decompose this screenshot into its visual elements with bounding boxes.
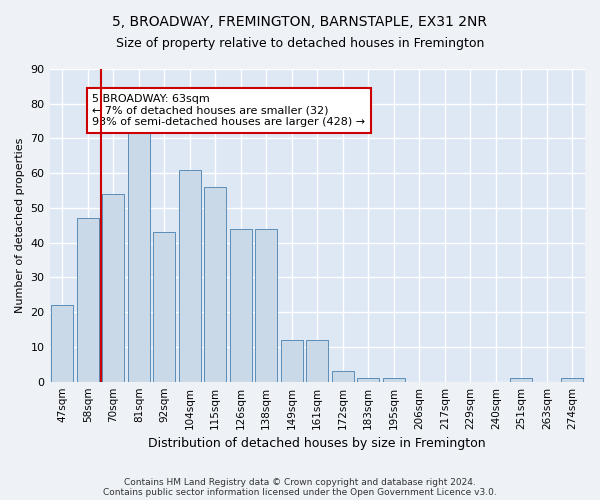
Y-axis label: Number of detached properties: Number of detached properties: [15, 138, 25, 313]
Bar: [77, 218, 98, 382]
Text: 5, BROADWAY, FREMINGTON, BARNSTAPLE, EX31 2NR: 5, BROADWAY, FREMINGTON, BARNSTAPLE, EX3…: [113, 15, 487, 29]
Text: Size of property relative to detached houses in Fremington: Size of property relative to detached ho…: [116, 38, 484, 51]
Bar: [128, 128, 149, 382]
Text: 5 BROADWAY: 63sqm
← 7% of detached houses are smaller (32)
93% of semi-detached : 5 BROADWAY: 63sqm ← 7% of detached house…: [92, 94, 365, 127]
Bar: [230, 229, 251, 382]
Bar: [307, 340, 328, 382]
Bar: [383, 378, 404, 382]
Bar: [52, 305, 73, 382]
Bar: [562, 378, 583, 382]
Bar: [205, 187, 226, 382]
Bar: [358, 378, 379, 382]
X-axis label: Distribution of detached houses by size in Fremington: Distribution of detached houses by size …: [148, 437, 486, 450]
Bar: [511, 378, 532, 382]
Bar: [256, 229, 277, 382]
Bar: [179, 170, 200, 382]
Text: Contains HM Land Registry data © Crown copyright and database right 2024.
Contai: Contains HM Land Registry data © Crown c…: [103, 478, 497, 497]
Bar: [281, 340, 302, 382]
Bar: [154, 232, 175, 382]
Bar: [103, 194, 124, 382]
Bar: [332, 372, 353, 382]
